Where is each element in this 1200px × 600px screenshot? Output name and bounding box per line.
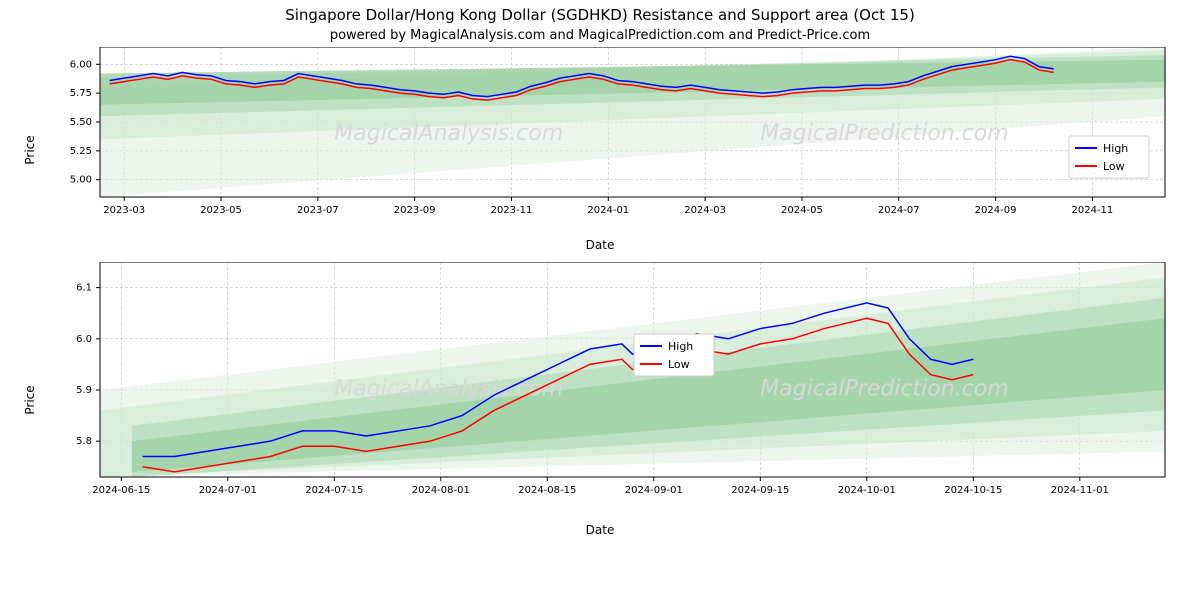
svg-text:5.8: 5.8 (76, 436, 92, 447)
svg-text:MagicalPrediction.com: MagicalPrediction.com (760, 376, 1008, 401)
svg-text:5.00: 5.00 (70, 175, 92, 186)
svg-text:5.50: 5.50 (70, 117, 92, 128)
y-axis-label: Price (23, 385, 37, 414)
svg-text:5.75: 5.75 (70, 88, 92, 99)
svg-text:6.1: 6.1 (76, 283, 92, 294)
svg-text:2023-05: 2023-05 (200, 205, 242, 216)
svg-text:Low: Low (668, 358, 690, 371)
svg-text:2024-07-15: 2024-07-15 (305, 485, 363, 496)
chart-title: Singapore Dollar/Hong Kong Dollar (SGDHK… (0, 6, 1200, 24)
svg-text:High: High (1103, 142, 1128, 155)
svg-text:2024-06-15: 2024-06-15 (92, 485, 150, 496)
svg-text:2024-09-01: 2024-09-01 (625, 485, 683, 496)
chart-subtitle: powered by MagicalAnalysis.com and Magic… (0, 28, 1200, 43)
svg-text:2023-09: 2023-09 (394, 205, 436, 216)
svg-text:5.9: 5.9 (76, 385, 92, 396)
svg-text:2024-08-01: 2024-08-01 (412, 485, 470, 496)
svg-text:6.00: 6.00 (70, 59, 92, 70)
svg-text:2024-05: 2024-05 (781, 205, 823, 216)
svg-text:MagicalAnalysis.com: MagicalAnalysis.com (334, 376, 563, 401)
svg-text:High: High (668, 340, 693, 353)
svg-text:2024-03: 2024-03 (684, 205, 726, 216)
svg-text:2024-10-15: 2024-10-15 (944, 485, 1002, 496)
svg-text:2024-10-01: 2024-10-01 (838, 485, 896, 496)
svg-text:5.25: 5.25 (70, 146, 92, 157)
svg-text:MagicalPrediction.com: MagicalPrediction.com (760, 121, 1008, 146)
svg-text:2024-11-01: 2024-11-01 (1051, 485, 1109, 496)
svg-text:2024-07-01: 2024-07-01 (199, 485, 257, 496)
top-chart: MagicalAnalysis.com MagicalPrediction.com… (10, 47, 1190, 222)
bottom-chart: MagicalAnalysis.com MagicalPrediction.com… (10, 262, 1190, 507)
svg-text:2024-08-15: 2024-08-15 (518, 485, 576, 496)
svg-text:2024-01: 2024-01 (587, 205, 629, 216)
svg-text:Low: Low (1103, 160, 1125, 173)
svg-text:2023-07: 2023-07 (297, 205, 339, 216)
x-axis-label: Date (586, 238, 615, 252)
svg-text:MagicalAnalysis.com: MagicalAnalysis.com (334, 121, 563, 146)
svg-text:2023-11: 2023-11 (491, 205, 533, 216)
svg-text:2024-09: 2024-09 (975, 205, 1017, 216)
svg-text:2024-09-15: 2024-09-15 (731, 485, 789, 496)
y-axis-label: Price (23, 135, 37, 164)
x-axis-label: Date (586, 523, 615, 537)
svg-text:2023-03: 2023-03 (103, 205, 145, 216)
svg-text:2024-07: 2024-07 (878, 205, 920, 216)
svg-text:2024-11: 2024-11 (1071, 205, 1113, 216)
svg-text:6.0: 6.0 (76, 334, 92, 345)
